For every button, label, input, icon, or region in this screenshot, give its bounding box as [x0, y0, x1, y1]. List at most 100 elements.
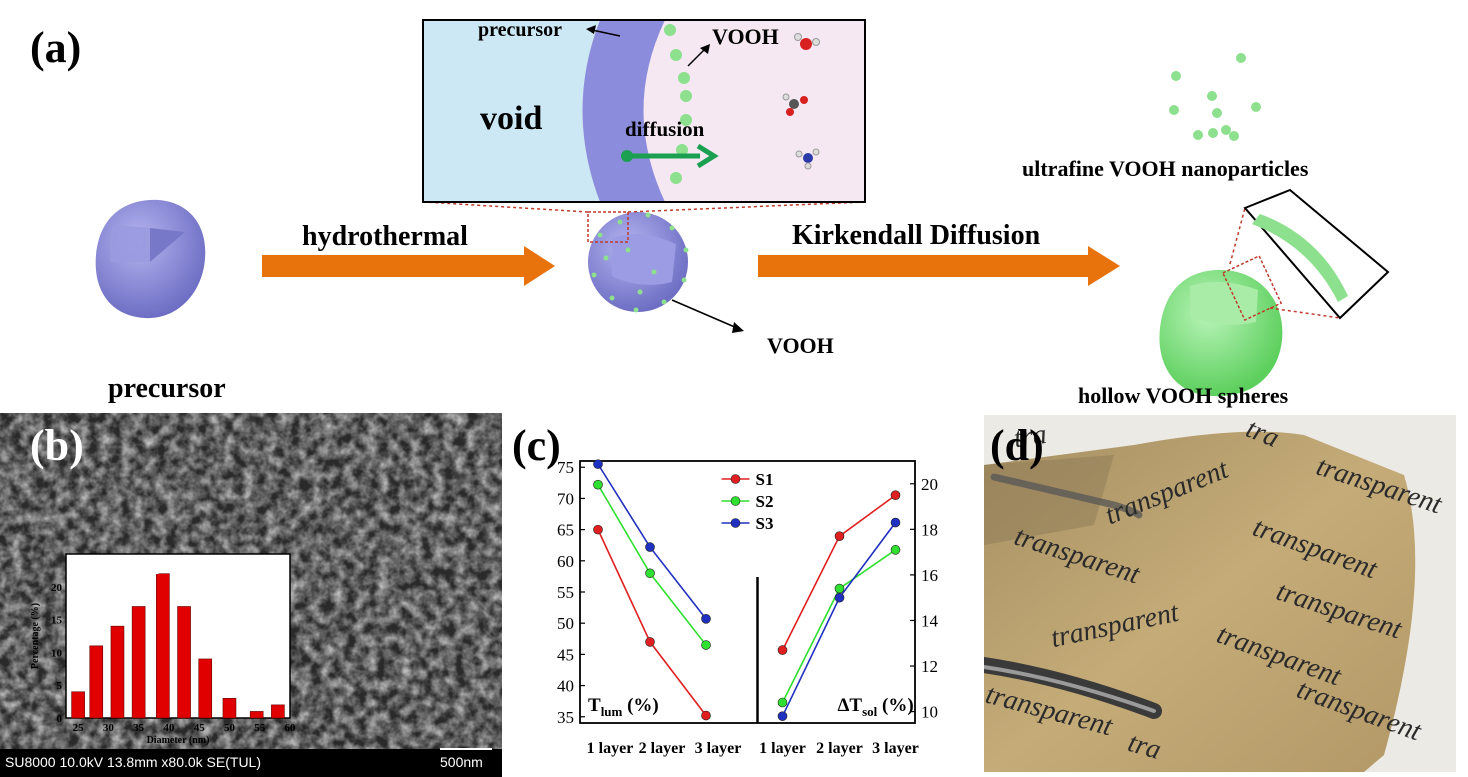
left-ytick-label: 75 — [557, 458, 574, 477]
histogram-bar — [249, 711, 264, 719]
right-ytick-label: 14 — [921, 611, 939, 630]
precursor-label: precursor — [108, 373, 226, 404]
inset-void-label: void — [480, 100, 543, 137]
histogram-ytick: 15 — [51, 615, 63, 627]
legend-label: S1 — [756, 470, 774, 489]
right-series-point — [834, 583, 845, 594]
histogram-bar — [177, 606, 191, 719]
left-series-point — [645, 637, 655, 647]
sem-footer: SU8000 10.0kV 13.8mm x80.0k SE(TUL) — [5, 754, 262, 770]
histogram-xlabel: Diameter (nm) — [147, 735, 210, 746]
left-ytick-label: 60 — [557, 552, 574, 571]
hollow-sphere — [1159, 254, 1283, 397]
right-series-point — [890, 517, 901, 528]
histogram-xtick: 40 — [163, 722, 175, 734]
hydrothermal-label: hydrothermal — [302, 221, 468, 252]
panel-a-diagram — [95, 19, 1390, 397]
histogram-title: Mean=38.37 nm — [112, 558, 243, 579]
left-ytick-label: 65 — [557, 521, 574, 540]
histogram-xtick: 45 — [194, 722, 206, 734]
right-series-point — [777, 697, 788, 708]
ultrafine-particles — [1169, 53, 1261, 141]
left-series-point — [593, 524, 603, 535]
histogram-xtick: 50 — [224, 722, 236, 734]
histogram-xtick: 60 — [285, 722, 297, 734]
inset-diffusion-label: diffusion — [625, 117, 705, 141]
right-series-point — [777, 645, 788, 655]
histogram-bar — [71, 691, 85, 719]
right-ytick-label: 18 — [921, 520, 938, 539]
left-ytick-label: 35 — [557, 708, 574, 727]
histogram-xtick: 55 — [254, 722, 266, 734]
left-ytick-label: 50 — [557, 614, 574, 633]
right-ytick-label: 12 — [921, 657, 938, 676]
ammonia-molecule — [795, 148, 820, 170]
legend-label: S2 — [756, 492, 774, 511]
legend-marker — [730, 496, 741, 506]
kirkendall-label: Kirkendall Diffusion — [792, 220, 1041, 251]
left-ytick-label: 40 — [557, 677, 574, 696]
left-ytick-label: 55 — [557, 583, 574, 602]
shell-zoom-box — [1243, 188, 1390, 320]
right-series-point — [890, 545, 901, 555]
histogram-chart: 25 30 35 40 45 50 55 60 0 5 10 15 20 Diameter (nm) Per… — [30, 553, 297, 746]
left-ytick-label: 70 — [557, 489, 574, 508]
right-series-point — [890, 490, 901, 500]
left-series-point — [701, 710, 711, 721]
left-series-point — [701, 640, 711, 650]
histogram-bar — [110, 625, 125, 719]
left-series-point — [593, 479, 603, 490]
right-category-label: 3 layer — [872, 740, 919, 757]
kirkendall-arrow — [758, 246, 1120, 286]
left-category-label: 2 layer — [639, 740, 686, 757]
film-photo-art — [984, 431, 1416, 772]
histogram-ytick: 0 — [57, 713, 63, 725]
inset-precursor-label: precursor — [478, 19, 563, 41]
histogram-bar — [198, 658, 213, 719]
histogram-ylabel: Percentage (%) — [30, 603, 41, 669]
sem-scale: 500nm — [440, 754, 483, 770]
right-ytick-label: 10 — [921, 703, 938, 722]
histogram-bar — [222, 698, 237, 719]
ultrafine-label: ultrafine VOOH nanoparticles — [1022, 156, 1309, 181]
right-series-point — [834, 531, 845, 541]
left-category-label: 3 layer — [695, 740, 742, 757]
film-photo: transparent transparent transparent tran… — [984, 415, 1456, 772]
right-series-point — [777, 711, 788, 721]
right-axis-label: ΔTsol (%) — [838, 695, 914, 719]
panel-d-label: (d) — [990, 421, 1044, 470]
panel-c-label: (c) — [512, 421, 561, 470]
legend-label: S3 — [756, 514, 774, 533]
vooh-label: VOOH — [767, 333, 834, 358]
right-series-point — [834, 592, 845, 603]
histogram-xtick: 25 — [73, 722, 85, 734]
legend-marker — [730, 474, 741, 484]
right-ytick-label: 20 — [921, 475, 938, 494]
histogram-bar — [156, 573, 170, 719]
line-chart: 35 40 45 50 55 60 65 70 75 10 12 14 16 18 20 1 layer 2 l… — [557, 458, 939, 757]
inset-vooh-label: VOOH — [712, 24, 779, 49]
left-ytick-label: 45 — [557, 645, 574, 664]
intermediate-sphere — [587, 211, 689, 313]
panel-a-label: (a) — [30, 23, 82, 72]
histogram-inset: 25 30 35 40 45 50 55 60 0 5 10 15 20 Diameter (nm) Per… — [22, 550, 302, 750]
right-ytick-label: 16 — [921, 566, 938, 585]
histogram-xtick: 30 — [103, 722, 115, 734]
right-series-line — [781, 522, 897, 717]
diffusion-inset — [422, 19, 866, 203]
sem-scale-bar — [440, 748, 492, 750]
formic-molecule — [782, 93, 808, 116]
left-series-point — [701, 614, 711, 624]
histogram-bar — [131, 606, 146, 719]
panel-b-label: (b) — [30, 421, 84, 470]
histogram-bar — [271, 704, 285, 719]
right-category-label: 1 layer — [759, 740, 806, 757]
histogram-ytick: 20 — [51, 582, 63, 594]
water-molecule — [794, 33, 820, 50]
right-category-label: 2 layer — [816, 740, 863, 757]
left-series-line — [597, 529, 707, 716]
histogram-ytick: 10 — [51, 647, 63, 659]
left-series-point — [593, 459, 603, 469]
histogram-ytick: 5 — [57, 680, 63, 692]
histogram-bar — [89, 645, 104, 719]
